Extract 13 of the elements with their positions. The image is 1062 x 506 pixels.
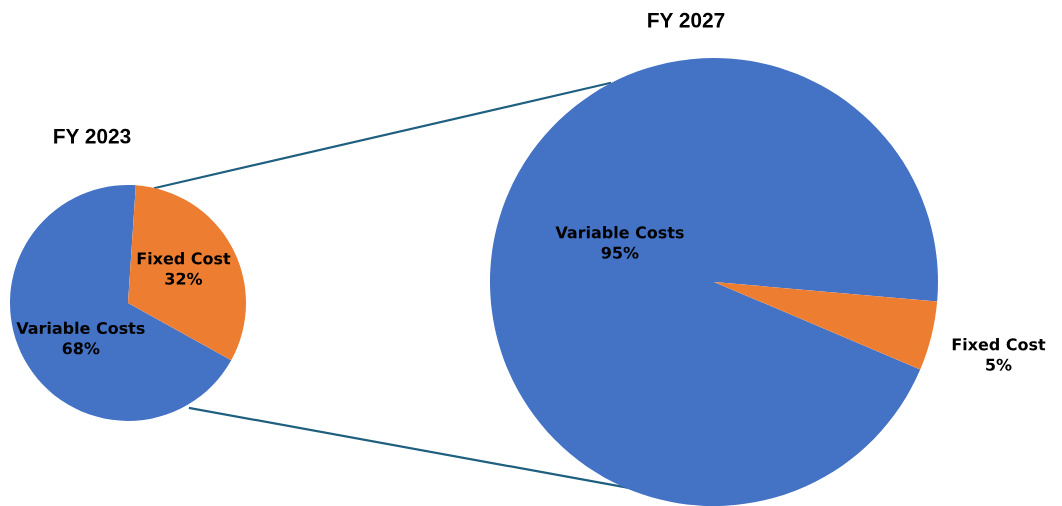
data-label: 95% (601, 246, 639, 259)
pie-slice (10, 185, 232, 421)
data-label: 5% (986, 358, 1012, 371)
slice-label: Fixed Cost (137, 252, 231, 265)
chart-title: FY 2027 (648, 12, 725, 28)
slice-label: Variable Costs (16, 321, 145, 335)
chart-title: FY 2023 (54, 128, 131, 144)
slice-label: Fixed Cost (952, 338, 1046, 351)
slice-label: Variable Costs (555, 226, 684, 239)
data-label: 32% (165, 272, 203, 285)
data-label: 68% (62, 342, 100, 355)
pie-slice (714, 282, 938, 370)
pie-slice (490, 58, 938, 506)
